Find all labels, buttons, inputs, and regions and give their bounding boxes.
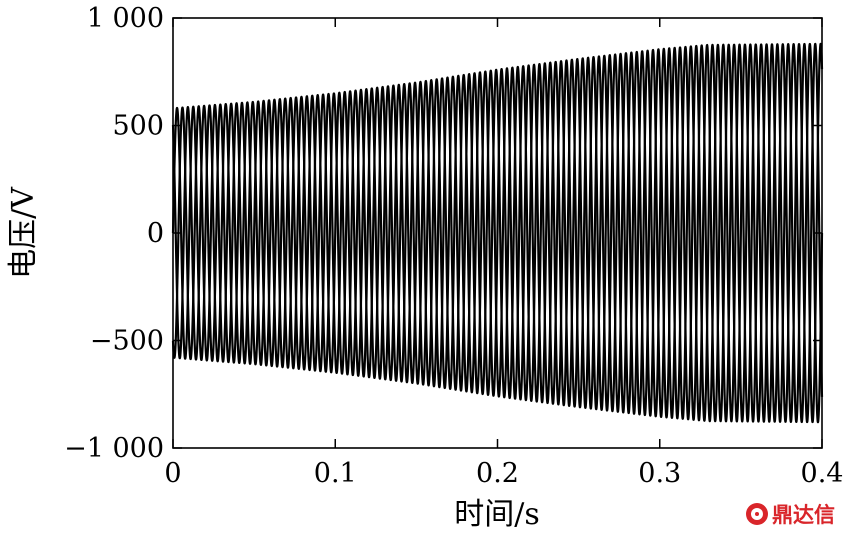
x-tick-labels: 0 0.1 0.2 0.3 0.4 <box>164 458 843 489</box>
watermark: 鼎达信 <box>746 499 835 529</box>
phase-line-1 <box>171 42 824 424</box>
phase-line-2 <box>171 42 824 424</box>
watermark-text: 鼎达信 <box>772 503 835 527</box>
watermark-logo-icon <box>746 503 768 525</box>
y-tick-label-1: 500 <box>112 111 164 142</box>
axis-ticks <box>172 17 823 449</box>
x-tick-label-0: 0 <box>164 458 181 489</box>
y-tick-label-0: 1 000 <box>87 3 164 34</box>
x-tick-label-2: 0.2 <box>476 458 519 489</box>
y-tick-label-4: −1 000 <box>64 433 164 464</box>
y-tick-label-2: 0 <box>147 218 164 249</box>
x-tick-label-3: 0.3 <box>638 458 681 489</box>
x-tick-label-4: 0.4 <box>801 458 844 489</box>
y-tick-labels: 1 000 500 0 −500 −1 000 <box>64 3 164 464</box>
phase-line-3 <box>171 42 824 424</box>
waveform-lines <box>171 42 824 424</box>
x-axis-title: 时间/s <box>454 497 540 532</box>
y-axis-title: 电压/V <box>6 186 41 279</box>
x-tick-label-1: 0.1 <box>314 458 357 489</box>
y-tick-label-3: −500 <box>90 326 164 357</box>
